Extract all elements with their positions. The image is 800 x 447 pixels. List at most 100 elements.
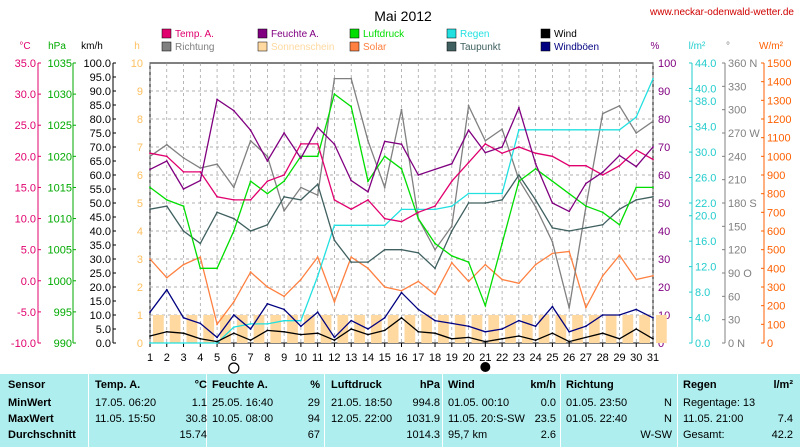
- point-solar: [568, 250, 571, 253]
- point-wind: [400, 316, 403, 319]
- wind-axis-tick-label: 0.0: [96, 338, 111, 350]
- point-wind: [182, 332, 185, 335]
- x-tick-label: 20: [462, 352, 474, 364]
- point-luftdruck: [182, 205, 185, 208]
- point-wind: [601, 332, 604, 335]
- wind-axis-tick-label: 50.0: [90, 198, 111, 210]
- site-link[interactable]: www.neckar-odenwald-wetter.de: [649, 7, 794, 18]
- rain-axis-tick-label: 26.0: [695, 173, 716, 185]
- point-temp-a: [266, 180, 269, 183]
- point-wind: [618, 337, 621, 340]
- point-wind: [585, 336, 587, 339]
- x-tick-label: 26: [563, 352, 575, 364]
- humidity-axis-tick-label: 50: [658, 198, 670, 210]
- point-wind: [333, 339, 336, 342]
- sunshine-bar: [588, 315, 600, 343]
- sun-axis-tick-label: 5: [137, 198, 143, 210]
- point-windb-en: [517, 319, 520, 322]
- point-luftdruck: [467, 261, 470, 264]
- point-regen: [367, 224, 369, 227]
- x-tick-label: 11: [312, 352, 323, 364]
- point-regen: [501, 192, 503, 195]
- sunshine-bar: [421, 315, 433, 343]
- point-luftdruck: [232, 230, 235, 232]
- point-taupunkt: [367, 261, 369, 264]
- temp-axis-tick-label: 25.0: [15, 120, 36, 132]
- sunshine-bar: [538, 315, 550, 343]
- column-separator: [206, 374, 207, 447]
- temp-axis-tick-label: 15.0: [15, 182, 36, 194]
- wind-axis-tick-label: 5.0: [96, 324, 111, 336]
- point-windb-en: [232, 314, 235, 316]
- point-solar: [652, 274, 654, 277]
- point-wind: [232, 332, 235, 335]
- solar-axis-tick-label: 200: [767, 301, 785, 313]
- wind-axis-tick-label: 60.0: [90, 170, 111, 182]
- point-solar: [635, 278, 638, 281]
- point-wind: [652, 337, 654, 340]
- point-feuchte-a: [182, 188, 185, 190]
- point-luftdruck: [484, 304, 487, 307]
- stats-min-value: N: [664, 397, 672, 409]
- wind-axis-tick-label: 80.0: [90, 114, 111, 126]
- point-wind: [551, 332, 554, 335]
- point-regen: [585, 128, 587, 131]
- point-regen: [517, 128, 520, 131]
- point-wind: [149, 335, 151, 337]
- stats-max-value: 7.4: [777, 413, 793, 425]
- point-taupunkt: [182, 230, 185, 232]
- point-regen: [484, 192, 487, 195]
- point-regen: [467, 192, 470, 195]
- wind-axis-tick-label: 10.0: [90, 310, 111, 322]
- point-temp-a: [199, 170, 202, 173]
- point-regen: [283, 319, 286, 322]
- point-temp-a: [551, 155, 554, 158]
- point-temp-a: [333, 198, 336, 201]
- wind-axis-tick-label: 90.0: [90, 86, 111, 98]
- point-windb-en: [316, 311, 319, 314]
- point-richtung: [501, 128, 503, 131]
- point-temp-a: [417, 211, 420, 214]
- pressure-axis-tick-label: 1005: [48, 245, 72, 257]
- point-temp-a: [652, 158, 654, 161]
- point-feuchte-a: [585, 182, 587, 185]
- point-wind: [350, 328, 353, 330]
- x-tick-label: 19: [446, 352, 458, 364]
- point-solar: [467, 280, 470, 283]
- unit-label-solar: W/m²: [759, 41, 784, 52]
- x-tick-label: 2: [164, 352, 170, 364]
- sunshine-bar: [354, 315, 365, 343]
- point-regen: [568, 128, 571, 131]
- legend-swatch: [540, 41, 551, 52]
- solar-axis-tick-label: 1400: [767, 77, 791, 89]
- solar-axis-tick-label: 1200: [767, 114, 791, 126]
- point-windb-en: [216, 336, 218, 339]
- point-taupunkt: [350, 261, 353, 264]
- stats-avg-prefix: 95,7 km: [448, 429, 488, 441]
- legend-swatch: [257, 28, 268, 39]
- point-richtung: [182, 156, 185, 159]
- rain-axis-tick-label: 38.0: [695, 96, 716, 108]
- sunshine-bar: [656, 315, 667, 343]
- point-solar: [333, 301, 336, 303]
- point-taupunkt: [383, 248, 386, 251]
- point-luftdruck: [400, 167, 403, 170]
- point-regen: [300, 319, 302, 322]
- point-feuchte-a: [216, 98, 218, 101]
- point-richtung: [300, 186, 302, 189]
- point-regen: [450, 205, 453, 208]
- point-wind: [266, 329, 269, 332]
- point-regen: [199, 342, 202, 344]
- stats-avg-value: 1014.3: [406, 429, 440, 441]
- x-tick-label: 15: [379, 352, 391, 364]
- point-regen: [350, 224, 353, 227]
- point-solar: [400, 289, 403, 292]
- rain-axis-tick-label: 34.0: [695, 122, 716, 134]
- humidity-axis-tick-label: 0: [658, 338, 664, 350]
- point-regen: [417, 208, 420, 211]
- sunshine-bar: [555, 315, 567, 343]
- point-solar: [316, 256, 319, 259]
- point-solar: [149, 258, 151, 260]
- legend-label: Windböen: [554, 42, 599, 53]
- point-luftdruck: [585, 205, 587, 208]
